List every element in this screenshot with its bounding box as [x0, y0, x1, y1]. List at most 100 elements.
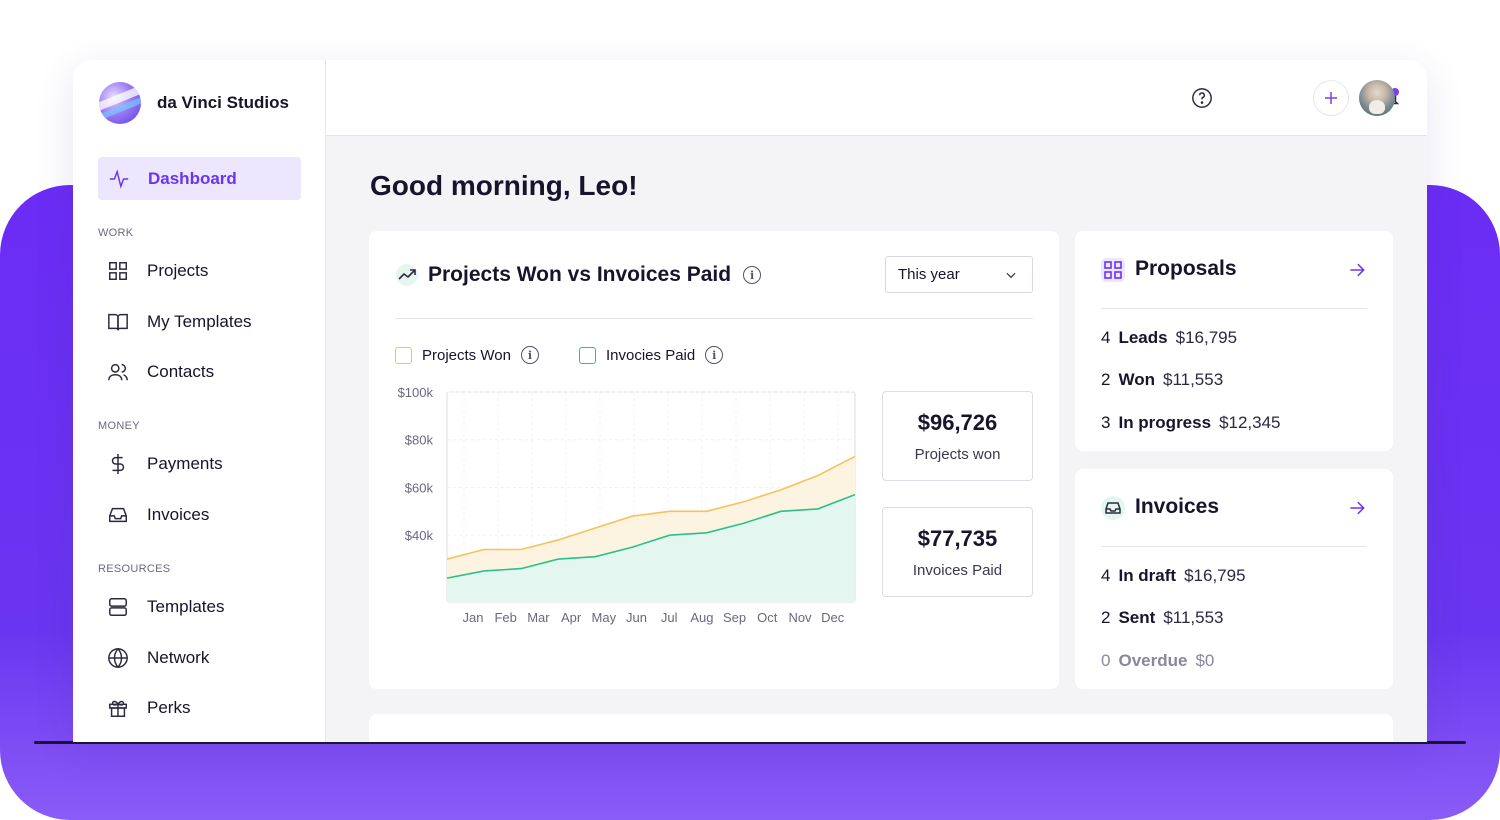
- invoices-row[interactable]: 2 Sent $11,553: [1101, 608, 1224, 628]
- sidebar-item-network[interactable]: Network: [107, 643, 209, 673]
- sidebar-item-label: Payments: [147, 454, 223, 473]
- row-label: Sent: [1118, 608, 1156, 627]
- avatar[interactable]: [1359, 80, 1395, 116]
- next-card: [369, 714, 1393, 742]
- row-amount: $11,553: [1162, 370, 1224, 389]
- brand[interactable]: da Vinci Studios: [99, 82, 289, 124]
- area-chart: $100k $80k $60k $40k Jan Feb Mar Apr May Jun Jul Au…: [398, 386, 856, 625]
- stat-projects-won: $96,726 Projects won: [882, 391, 1033, 481]
- x-tick-label: Mar: [527, 610, 550, 625]
- sidebar-item-label: Invoices: [147, 505, 210, 524]
- app-window: da Vinci Studios Dashboard WORK Projects…: [73, 60, 1427, 742]
- row-amount: $16,795: [1175, 328, 1238, 347]
- help-button[interactable]: [1184, 80, 1220, 116]
- proposals-row[interactable]: 3 In progress $12,345: [1101, 413, 1281, 433]
- stat-label: Invoices Paid: [912, 561, 1003, 579]
- plus-icon: [1325, 92, 1337, 104]
- proposals-row[interactable]: 2 Won $11,553: [1101, 370, 1223, 390]
- sidebar-item-payments[interactable]: Payments: [107, 449, 223, 479]
- sidebar-item-projects[interactable]: Projects: [107, 256, 208, 286]
- globe-icon: [108, 647, 128, 669]
- x-tick-label: Jan: [463, 610, 484, 625]
- sidebar-item-label: Dashboard: [148, 168, 237, 188]
- add-button[interactable]: [1313, 80, 1349, 116]
- proposals-divider: [1101, 308, 1367, 309]
- invoices-row[interactable]: 0 Overdue $0: [1101, 651, 1214, 671]
- legend-label: Projects Won: [422, 346, 511, 364]
- sidebar-item-templates[interactable]: Templates: [107, 592, 224, 622]
- period-select-value: This year: [898, 266, 960, 283]
- legend-swatch-invoices-paid: [579, 346, 596, 364]
- row-count: 2: [1101, 608, 1111, 627]
- sidebar-item-my-templates[interactable]: My Templates: [107, 307, 252, 337]
- sidebar-item-perks[interactable]: Perks: [107, 693, 190, 723]
- grid-icon: [109, 262, 127, 280]
- topbar: [326, 60, 1427, 136]
- stat-invoices-paid: $77,735 Invoices Paid: [882, 507, 1033, 597]
- section-label-work: WORK: [98, 227, 134, 239]
- info-icon[interactable]: i: [520, 346, 539, 364]
- grid-icon: [1101, 258, 1125, 282]
- device-baseline: [34, 741, 1466, 744]
- row-amount: $16,795: [1184, 566, 1246, 585]
- chart-card-title-text: Projects Won vs Invoices Paid: [428, 263, 732, 286]
- stat-value: $77,735: [917, 525, 998, 551]
- x-tick-label: May: [592, 610, 617, 625]
- sidebar-item-dashboard[interactable]: Dashboard: [98, 157, 301, 200]
- y-tick-label: $60k: [405, 480, 434, 495]
- x-tick-label: Nov: [788, 610, 812, 625]
- info-icon[interactable]: i: [705, 346, 724, 364]
- period-select[interactable]: This year: [885, 256, 1033, 293]
- row-label: In progress: [1118, 413, 1212, 432]
- x-tick-label: Aug: [690, 610, 713, 625]
- arrow-right-icon[interactable]: [1347, 260, 1367, 280]
- x-tick-label: Oct: [757, 610, 778, 625]
- proposals-row[interactable]: 4 Leads $16,795: [1101, 328, 1237, 348]
- users-icon: [108, 363, 128, 381]
- series-line-0: [446, 455, 856, 560]
- legend-projects-won[interactable]: Projects Won i: [395, 346, 539, 364]
- brand-name: da Vinci Studios: [157, 93, 289, 112]
- sidebar-item-label: Contacts: [147, 362, 215, 381]
- x-tick-label: Sep: [723, 610, 746, 625]
- invoices-row[interactable]: 4 In draft $16,795: [1101, 566, 1246, 586]
- sidebar-item-contacts[interactable]: Contacts: [107, 357, 214, 387]
- row-amount: $11,553: [1163, 608, 1224, 627]
- row-label: Overdue: [1118, 651, 1188, 670]
- sidebar-item-label: Perks: [147, 698, 191, 717]
- inbox-icon: [1101, 496, 1125, 520]
- x-tick-label: Jun: [626, 610, 647, 625]
- x-tick-label: Jul: [661, 610, 678, 625]
- page-title: Good morning, Leo!: [370, 170, 638, 201]
- notification-dot: [1391, 88, 1399, 96]
- y-tick-label: $100k: [398, 386, 434, 400]
- gift-icon: [109, 700, 127, 717]
- x-tick-label: Dec: [821, 610, 845, 625]
- sidebar: da Vinci Studios Dashboard WORK Projects…: [73, 60, 326, 742]
- invoices-card: Invoices 4 In draft $16,795 2 Sent $11,553 0…: [1075, 469, 1393, 689]
- proposals-card: Proposals 4 Leads $16,795 2 Won $11,553 3 In …: [1075, 231, 1393, 451]
- help-circle-icon: [1192, 88, 1212, 108]
- info-icon[interactable]: i: [743, 266, 762, 284]
- stat-label: Projects won: [914, 445, 1001, 463]
- x-tick-label: Feb: [494, 610, 516, 625]
- legend-invoices-paid[interactable]: Invocies Paid i: [579, 346, 724, 364]
- chart-card-divider: [395, 318, 1033, 319]
- row-count: 4: [1101, 328, 1111, 347]
- series-area-1: [447, 494, 855, 602]
- invoices-title: Invoices: [1135, 495, 1220, 518]
- brand-logo-icon: [99, 82, 141, 124]
- row-label: Leads: [1118, 328, 1168, 347]
- sidebar-item-label: Network: [147, 648, 210, 667]
- x-tick-label: Apr: [561, 610, 582, 625]
- row-count: 4: [1101, 566, 1111, 585]
- row-amount: $0: [1195, 651, 1215, 670]
- sidebar-item-invoices[interactable]: Invoices: [107, 500, 209, 530]
- book-open-icon: [108, 313, 128, 331]
- stat-value: $96,726: [917, 409, 998, 435]
- arrow-right-icon[interactable]: [1347, 498, 1367, 518]
- dollar-icon: [111, 453, 125, 475]
- sidebar-item-label: Templates: [147, 597, 225, 616]
- row-label: Won: [1118, 370, 1155, 389]
